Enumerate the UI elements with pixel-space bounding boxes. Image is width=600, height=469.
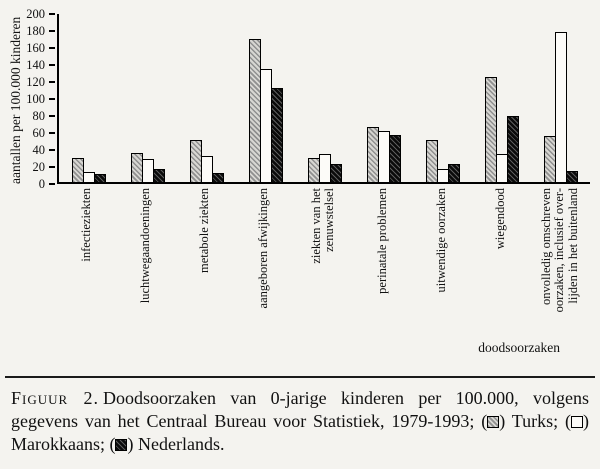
bar-turks <box>425 140 438 182</box>
y-tick: 100 <box>26 93 55 105</box>
plot-area <box>57 14 590 184</box>
x-category: wiegendood <box>472 184 531 370</box>
bar-nederlands <box>506 116 519 182</box>
y-tick: 160 <box>26 42 55 54</box>
bar-group <box>177 14 236 182</box>
figure-label: Figuur 2. <box>11 388 100 408</box>
y-tick-mark <box>49 132 55 134</box>
x-category-label: infectieziekten <box>78 188 93 262</box>
y-tick: 120 <box>26 76 55 88</box>
bar-group <box>354 14 413 182</box>
y-tick-label: 140 <box>26 58 45 72</box>
y-tick-mark <box>49 166 55 168</box>
y-tick-label: 100 <box>26 92 45 106</box>
x-axis-labels: doodsoorzaken infectieziekten luchtwegaan… <box>57 184 590 370</box>
x-category: aangeboren afwijkingen <box>235 184 294 370</box>
x-category-label: perinatale problemen <box>374 188 389 294</box>
bar-chart: aantallen per 100.000 kinderen 200 180 160… <box>8 8 590 370</box>
caption-body: Doodsoorzaken van 0-jarige kinderen per … <box>11 388 589 431</box>
y-tick-mark <box>49 64 55 66</box>
x-category-label: luchtwegaandoeningen <box>138 188 153 304</box>
y-tick: 20 <box>32 160 55 174</box>
y-tick: 40 <box>32 143 55 157</box>
bar-group <box>531 14 590 182</box>
y-tick-label: 120 <box>26 75 45 89</box>
y-tick-mark <box>49 98 55 100</box>
y-tick-label: 160 <box>26 41 45 55</box>
y-tick-mark <box>49 183 55 185</box>
y-tick-mark <box>49 115 55 117</box>
x-category: metabole ziekten <box>175 184 234 370</box>
bar-nederlands <box>152 168 165 182</box>
bar-nederlands <box>565 171 578 182</box>
bar-group <box>59 14 118 182</box>
legend-item: () Marokkaans; <box>11 411 590 454</box>
x-axis-title: doodsoorzaken <box>478 340 560 355</box>
x-category-label: onvolledig omschreven oorzaken, inclusie… <box>539 188 581 313</box>
x-category-label: uitwendige oorzaken <box>434 188 449 293</box>
bar-marokkaans <box>554 32 567 182</box>
x-category: ziekten van het zenuwstelsel <box>294 184 353 370</box>
y-tick-mark <box>49 81 55 83</box>
figure-caption: Figuur 2. Doodsoorzaken van 0-jarige kind… <box>5 376 595 456</box>
plot-wrap: 200 180 160 140 120 100 80 60 40 20 0 doodsoorzake… <box>26 8 590 370</box>
y-tick-label: 20 <box>32 160 46 174</box>
legend-item: () Turks; <box>474 411 559 431</box>
y-tick: 0 <box>39 178 55 190</box>
bar-turks <box>71 158 84 182</box>
x-category: perinatale problemen <box>353 184 412 370</box>
x-category: uitwendige oorzaken <box>412 184 471 370</box>
hatched-dark-square <box>115 439 128 451</box>
bar-nederlands <box>211 172 224 182</box>
x-category: luchtwegaandoeningen <box>116 184 175 370</box>
y-tick: 180 <box>26 25 55 37</box>
y-tick-label: 60 <box>32 126 46 140</box>
bar-group <box>118 14 177 182</box>
y-tick-label: 40 <box>32 143 46 157</box>
y-tick-label: 80 <box>32 109 46 123</box>
y-tick: 80 <box>32 109 55 123</box>
bar-nederlands <box>270 87 283 182</box>
bar-group <box>472 14 531 182</box>
bar-group <box>236 14 295 182</box>
x-category-label: metabole ziekten <box>197 188 212 274</box>
y-tick-mark <box>49 13 55 15</box>
caption-legend: () Turks; () Marokkaans; () Nederlands. <box>11 411 589 454</box>
y-tick: 140 <box>26 59 55 71</box>
x-category-label: ziekten van het zenuwstelsel <box>308 188 337 264</box>
y-tick-mark <box>49 149 55 151</box>
y-axis: 200 180 160 140 120 100 80 60 40 20 0 <box>5 8 55 190</box>
y-tick-label: 200 <box>26 7 45 21</box>
legend-item: () Nederlands. <box>104 434 225 454</box>
bar-group <box>413 14 472 182</box>
bar-turks <box>484 77 497 182</box>
x-category: onvolledig omschreven oorzaken, inclusie… <box>531 184 590 370</box>
y-tick: 60 <box>32 126 55 140</box>
bar-marokkaans <box>200 155 213 182</box>
bar-group <box>295 14 354 182</box>
x-category-label: wiegendood <box>493 188 508 250</box>
bar-nederlands <box>388 134 401 182</box>
x-category-label: aangeboren afwijkingen <box>256 188 271 309</box>
x-category: infectieziekten <box>57 184 116 370</box>
y-tick-mark <box>49 47 55 49</box>
y-tick-label: 0 <box>38 177 45 191</box>
y-tick: 200 <box>26 8 55 20</box>
y-tick-mark <box>49 30 55 32</box>
bar-nederlands <box>447 164 460 182</box>
open-white-square <box>571 416 584 428</box>
bar-nederlands <box>329 164 342 182</box>
bar-nederlands <box>93 173 106 182</box>
y-tick-label: 180 <box>26 24 45 38</box>
hatched-gray-square <box>487 416 500 428</box>
